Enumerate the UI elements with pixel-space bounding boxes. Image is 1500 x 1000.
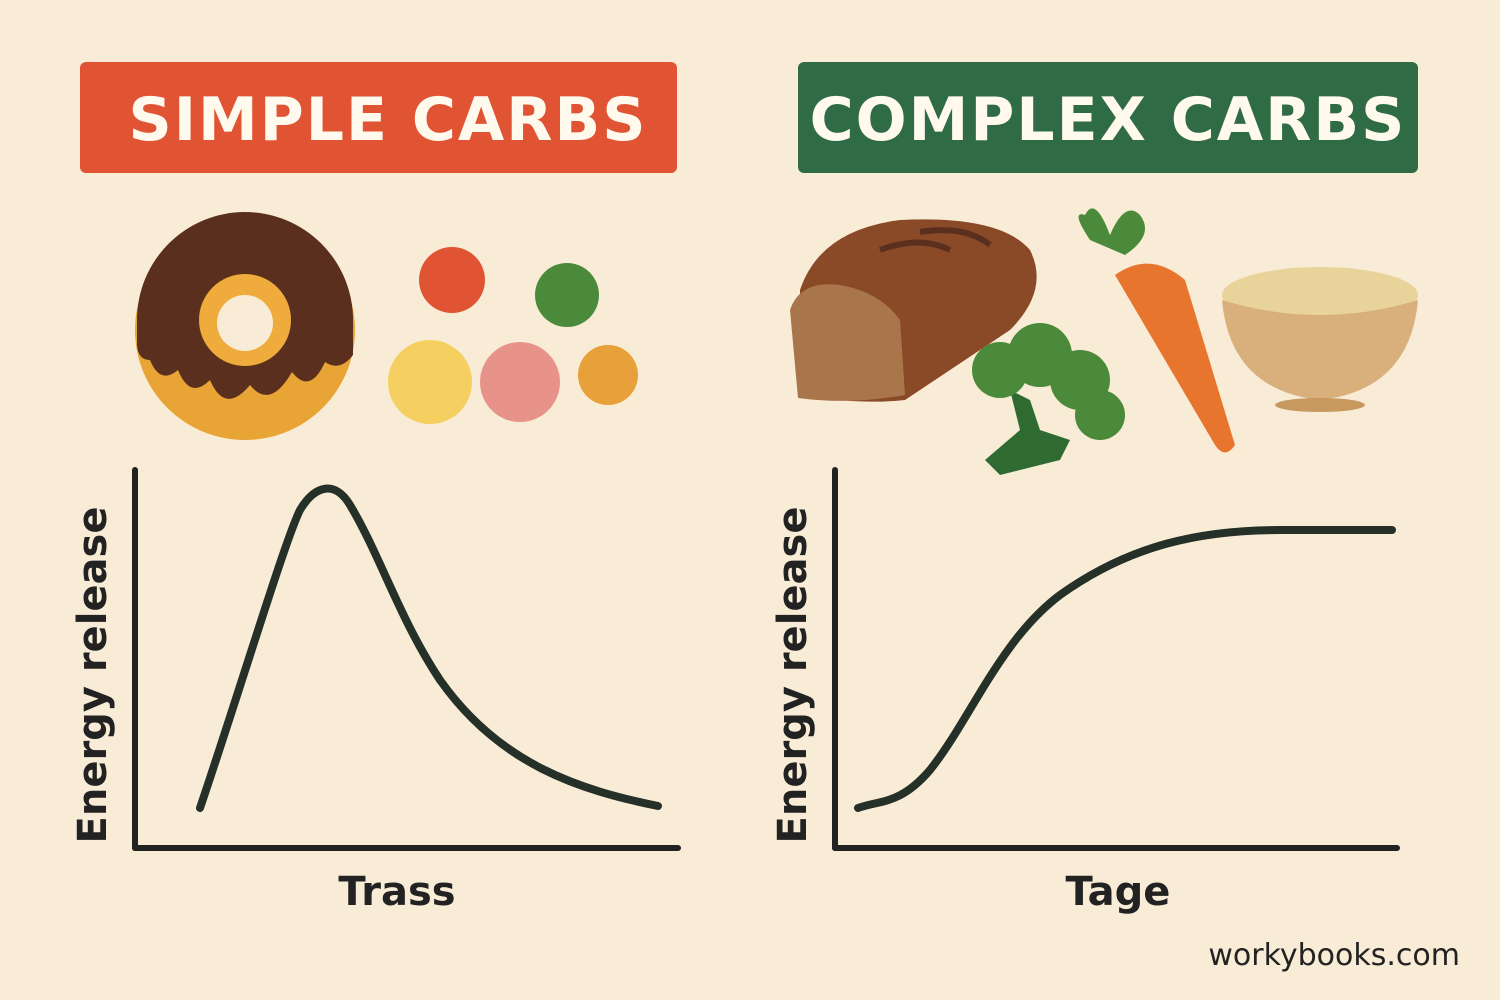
- bowl: [1222, 267, 1418, 412]
- candies-part: [535, 263, 599, 327]
- x-label: Trass: [338, 869, 455, 915]
- title-banner: [798, 62, 1418, 173]
- x-label: Tage: [1066, 869, 1171, 915]
- candies-part: [480, 342, 560, 422]
- energy-curve: [196, 484, 662, 812]
- panel-title: SIMPLE CARBS: [129, 85, 648, 155]
- candies: [388, 247, 638, 424]
- candies-part: [578, 345, 638, 405]
- bread-part: [790, 284, 905, 401]
- bowl-part: [1222, 300, 1418, 400]
- carrot: [1078, 208, 1235, 453]
- panel-title: COMPLEX CARBS: [810, 85, 1407, 155]
- donut-part: [217, 295, 273, 351]
- y-label: Energy release: [770, 507, 816, 844]
- donut: [135, 212, 355, 440]
- y-label: Energy release: [70, 507, 116, 844]
- broccoli: [972, 323, 1125, 475]
- complex-panel: COMPLEX CARBS Energy release Tage: [770, 62, 1418, 915]
- footer: workybooks.com: [1208, 938, 1460, 973]
- broccoli-part: [1075, 390, 1125, 440]
- energy-curve: [854, 526, 1396, 812]
- title-banner: [80, 62, 677, 173]
- bowl-part: [1222, 267, 1418, 323]
- broccoli-part: [985, 390, 1070, 475]
- carrot-part: [1078, 208, 1145, 255]
- candies-part: [388, 340, 472, 424]
- bread: [790, 219, 1037, 402]
- carrot-part: [1115, 263, 1235, 453]
- bowl-part: [1275, 398, 1365, 412]
- simple-panel: SIMPLE CARBS Energy release Trass: [70, 62, 681, 915]
- bread-part: [878, 227, 992, 253]
- candies-part: [419, 247, 485, 313]
